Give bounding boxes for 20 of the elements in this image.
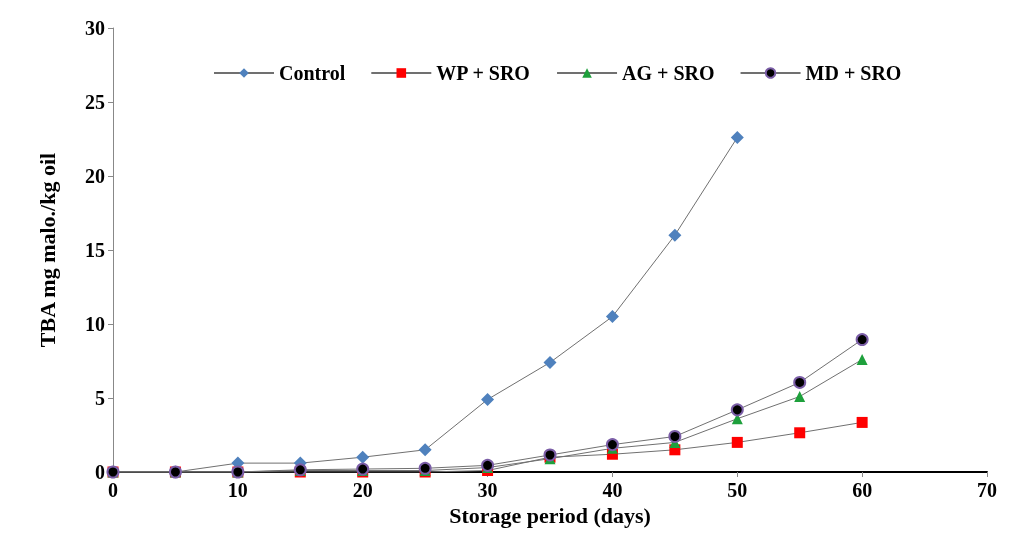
- y-tick-label: 25: [85, 91, 105, 113]
- x-tick-label: 70: [977, 479, 997, 501]
- legend-label: Control: [279, 62, 346, 84]
- legend-label: MD + SRO: [805, 62, 902, 84]
- x-tick-label: 60: [852, 479, 873, 501]
- y-tick-label: 0: [95, 461, 105, 483]
- x-tick-label: 50: [727, 479, 748, 501]
- y-tick-label: 20: [85, 165, 105, 187]
- x-tick-label: 30: [477, 479, 498, 501]
- legend-label: WP + SRO: [436, 62, 530, 84]
- x-tick-label: 20: [352, 479, 373, 501]
- x-tick-label: 40: [602, 479, 623, 501]
- x-tick-label: 10: [227, 479, 248, 501]
- legend-label: AG + SRO: [622, 62, 715, 84]
- y-tick-label: 10: [85, 313, 105, 335]
- x-axis-title: Storage period (days): [449, 503, 651, 529]
- y-axis-title: TBA mg malo./kg oil: [34, 152, 60, 348]
- y-tick-label: 15: [85, 239, 105, 261]
- y-tick-label: 5: [95, 387, 105, 409]
- y-tick-label: 30: [85, 17, 105, 39]
